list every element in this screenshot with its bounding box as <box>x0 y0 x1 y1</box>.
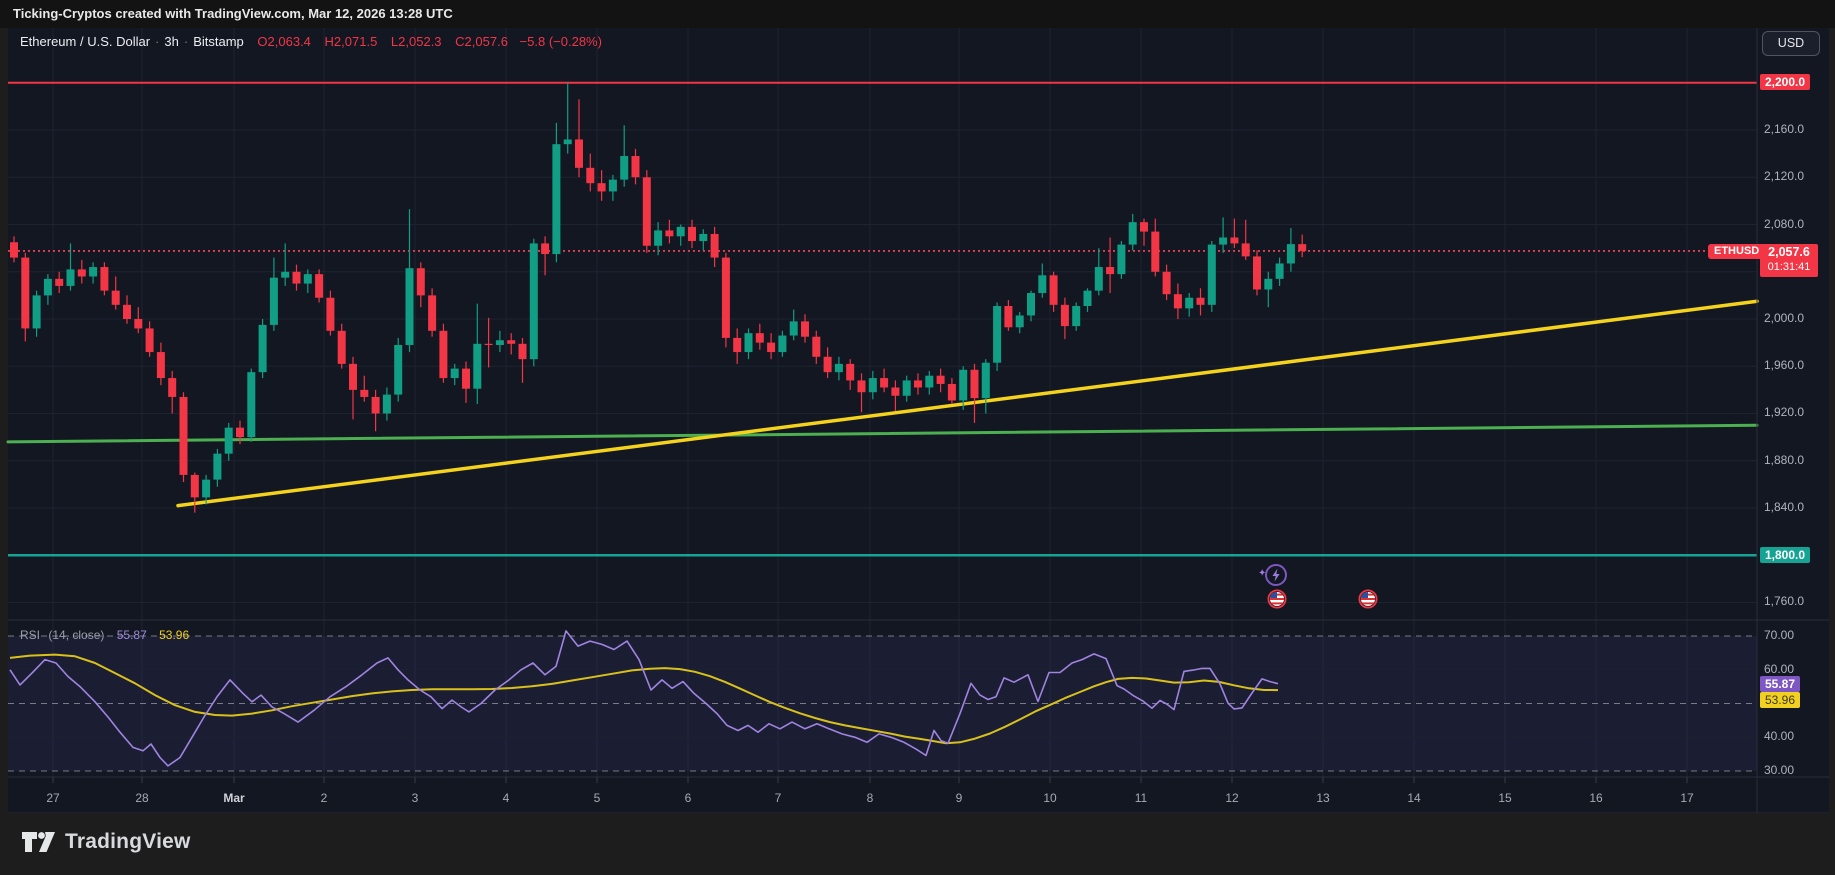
tradingview-brand-text: TradingView <box>65 830 191 853</box>
time-axis-label: 4 <box>502 791 510 805</box>
footer-bar: TradingView <box>0 813 1835 875</box>
time-axis-label: 3 <box>411 791 419 805</box>
time-axis-label: 2 <box>320 791 328 805</box>
price-level-badge: 1,800.0 <box>1760 546 1811 563</box>
time-axis-label: 10 <box>1043 791 1057 805</box>
rsi-title[interactable]: RSI <box>20 628 41 642</box>
symbol-price-tag: ETHUSD <box>1708 244 1766 259</box>
price-axis-label: 1,880.0 <box>1764 452 1805 467</box>
last-price-value: 2,057.6 <box>1768 245 1810 259</box>
time-axis-label: 15 <box>1498 791 1512 805</box>
time-axis-label: 27 <box>46 791 60 805</box>
time-axis-label: 16 <box>1589 791 1603 805</box>
us-flag-event-icon[interactable] <box>1267 589 1287 614</box>
ohlc-close: C2,057.6 <box>455 34 508 49</box>
currency-toggle-button[interactable]: USD <box>1762 31 1820 56</box>
price-axis-label: 2,080.0 <box>1764 216 1805 231</box>
rsi-axis-label: 60.00 <box>1764 661 1795 676</box>
window-title-bar: Ticking-Cryptos created with TradingView… <box>0 0 1835 28</box>
price-axis-label: 2,160.0 <box>1764 122 1805 137</box>
price-axis-label: 1,920.0 <box>1764 405 1805 420</box>
rsi-axis-label: 40.00 <box>1764 729 1795 744</box>
rsi-params: (14, close) <box>48 628 105 642</box>
rsi-axis-label: 70.00 <box>1764 628 1795 642</box>
rsi-value-badge: 53.96 <box>1760 691 1801 708</box>
time-axis-label: 5 <box>593 791 601 805</box>
time-axis-label: 6 <box>684 791 692 805</box>
time-axis-label: 8 <box>866 791 874 805</box>
rsi-axis-label: 30.00 <box>1764 763 1795 777</box>
time-axis-label: 28 <box>135 791 149 805</box>
price-axis-label: 1,760.0 <box>1764 594 1805 609</box>
us-flag-event-icon[interactable] <box>1358 589 1378 614</box>
rsi-value-signal: 53.96 <box>159 628 190 642</box>
rsi-value-main: 55.87 <box>116 628 147 642</box>
lightning-event-icon[interactable] <box>1264 563 1288 592</box>
price-axis-label: 1,960.0 <box>1764 358 1805 373</box>
time-axis-label: 13 <box>1316 791 1330 805</box>
time-axis-label: 17 <box>1680 791 1694 805</box>
last-price-countdown-badge: 2,057.6 01:31:41 <box>1760 244 1818 277</box>
price-axis-label: 2,000.0 <box>1764 311 1805 325</box>
rsi-legend: RSI (14, close) 55.87 53.96 <box>20 628 189 642</box>
price-axis-label: 1,840.0 <box>1764 499 1805 514</box>
time-axis-label: 11 <box>1134 791 1148 805</box>
ohlc-high: H2,071.5 <box>324 34 378 49</box>
ohlc-low: L2,052.3 <box>390 34 442 49</box>
tradingview-brand[interactable]: TradingView <box>20 828 191 856</box>
time-axis-label: 9 <box>955 791 963 805</box>
rsi-value-badge: 55.87 <box>1760 676 1801 692</box>
time-axis-label: 7 <box>774 791 782 805</box>
time-axis-label: Mar <box>223 791 245 805</box>
time-axis-label: 12 <box>1225 791 1239 805</box>
price-change: −5.8 (−0.28%) <box>519 34 602 49</box>
exchange-label: Bitstamp <box>193 34 244 49</box>
symbol-info-row: Ethereum / U.S. Dollar · 3h · Bitstamp O2,06… <box>20 34 602 49</box>
ohlc-open: O2,063.4 <box>257 34 311 49</box>
price-level-badge: 2,200.0 <box>1760 74 1811 91</box>
price-axis-label: 2,120.0 <box>1764 169 1805 184</box>
time-axis-label: 14 <box>1407 791 1421 805</box>
bar-countdown: 01:31:41 <box>1767 261 1811 273</box>
tradingview-logo-icon <box>22 832 55 852</box>
interval-label[interactable]: 3h <box>164 34 179 49</box>
window-title: Ticking-Cryptos created with TradingView… <box>13 6 453 21</box>
symbol-name[interactable]: Ethereum / U.S. Dollar <box>20 34 151 49</box>
sparkle-icon: ✦ <box>1258 568 1267 579</box>
